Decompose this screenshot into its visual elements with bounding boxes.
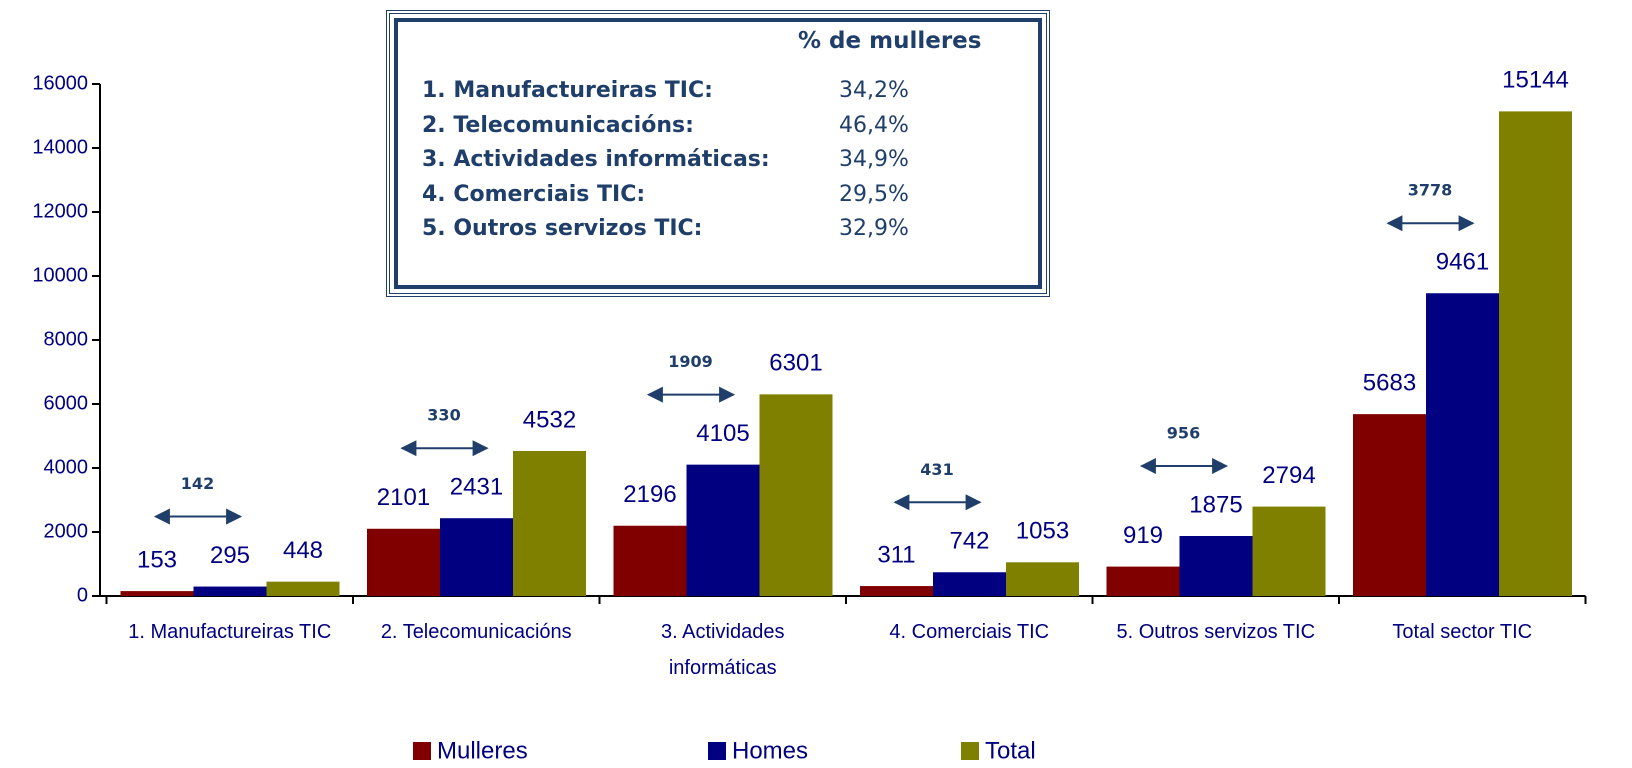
y-tick-label: 12000 [32,200,88,222]
x-tick-label: 5. Outros servizos TIC [1116,621,1316,643]
y-tick-label: 6000 [44,392,89,414]
difference-label: 330 [427,406,460,425]
bar [266,581,340,596]
value-label: 311 [877,541,915,568]
bar [686,464,760,596]
value-label: 2794 [1262,462,1315,489]
inset-row: 4. Comerciais TIC: 29,5% [422,182,909,207]
legend-swatch [708,742,726,760]
difference-label: 3778 [1408,181,1453,200]
inset-row-value: 29,5% [839,181,909,207]
bar [1499,111,1572,596]
inset-row: 3. Actividades informáticas: 34,9% [422,147,909,172]
bar [367,528,440,596]
difference-label: 431 [920,460,953,479]
x-tick-label: 4. Comerciais TIC [889,621,1050,643]
x-tick-label: 1. Manufactureiras TIC [128,621,332,643]
value-label: 742 [949,528,989,555]
inset-row-label: 3. Actividades informáticas: [422,147,770,172]
bar [759,394,833,596]
bar [1353,414,1426,596]
inset-title: % de mulleres [798,28,982,54]
y-tick-label: 0 [77,584,88,606]
inset-row-label: 1. Manufactureiras TIC: [422,78,713,103]
value-label: 2431 [450,474,503,501]
x-tick-label: 3. Actividades informáticas [661,621,785,679]
inset-row-value: 34,9% [839,147,909,172]
value-label: 919 [1123,522,1163,549]
legend-swatch [961,742,979,760]
bar [193,586,267,596]
inset-row-label: 5. Outros servizos TIC: [422,216,703,241]
inset-row: 2. Telecomunicacións: 46,4% [422,113,909,138]
value-label: 5683 [1363,369,1416,396]
bar [613,525,687,596]
inset-box: % de mulleres 1. Manufactureiras TIC: 34,… [386,10,1050,297]
y-tick-label: 16000 [32,72,88,94]
inset-row-value: 32,9% [839,216,909,241]
bar [1106,566,1180,596]
bar [1426,293,1499,596]
value-label: 6301 [769,350,822,377]
legend-label: Mulleres [437,737,528,764]
bar [513,450,586,596]
x-tick-label: 2. Telecomunicacións [380,621,572,643]
bar [1252,506,1326,596]
y-tick-label: 4000 [44,456,89,478]
bar [120,591,194,596]
y-tick-label: 10000 [32,264,88,286]
value-label: 1875 [1189,491,1242,518]
value-label: 15144 [1502,67,1569,94]
inset-row-label: 2. Telecomunicacións: [422,112,694,138]
legend-label: Total [985,737,1036,764]
value-label: 9461 [1436,249,1489,276]
inset-row-value: 46,4% [839,112,909,138]
value-label: 448 [283,537,323,564]
value-label: 4532 [523,406,576,433]
inset-row-label: 4. Comerciais TIC: [422,181,646,207]
bar [1006,562,1079,596]
y-tick-label: 2000 [44,520,89,542]
x-tick-label: Total sector TIC [1392,621,1533,643]
y-tick-label: 14000 [32,136,88,158]
difference-label: 1909 [668,352,713,371]
value-label: 1053 [1016,518,1069,545]
legend-label: Homes [732,737,808,764]
legend-swatch [413,742,431,760]
difference-label: 956 [1167,424,1200,443]
inset-row: 1. Manufactureiras TIC: 34,2% [422,78,909,103]
value-label: 153 [137,546,177,573]
bar [933,572,1006,596]
inset-row: 5. Outros servizos TIC: 32,9% [422,216,909,241]
inset-row-value: 34,2% [839,78,909,103]
value-label: 295 [210,542,250,569]
difference-label: 142 [181,474,214,493]
bar [1179,536,1253,596]
bar [860,586,933,596]
value-label: 4105 [696,420,749,447]
y-tick-label: 8000 [44,328,89,350]
value-label: 2101 [377,484,430,511]
bar [440,518,513,596]
value-label: 2196 [623,481,676,508]
